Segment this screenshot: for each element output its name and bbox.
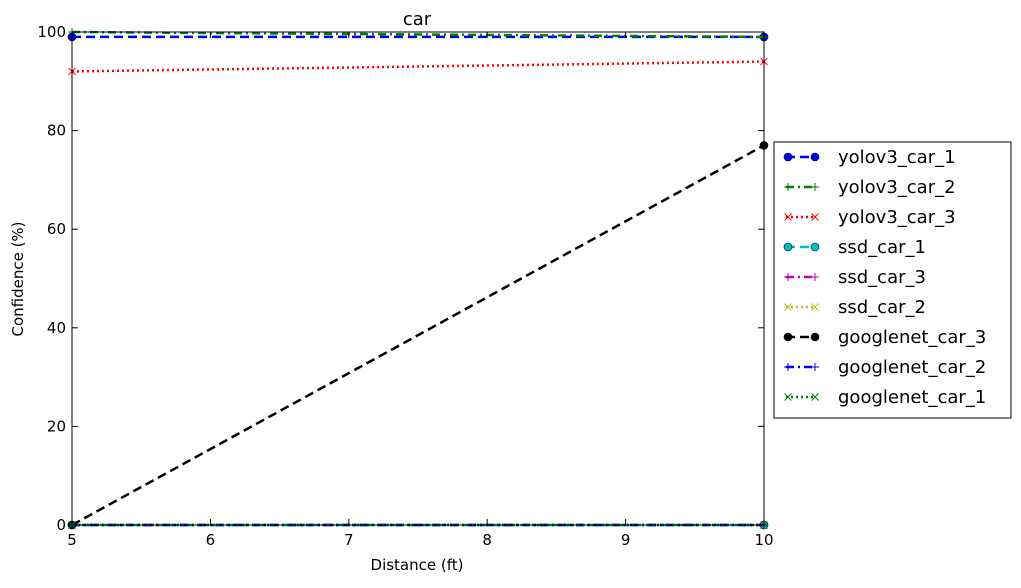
x-tick-label: 10 bbox=[754, 531, 773, 549]
legend-entry-ssd_car_3: ssd_car_3 bbox=[784, 267, 926, 288]
legend-entry-googlenet_car_3: googlenet_car_3 bbox=[783, 327, 986, 348]
y-tick-label: 40 bbox=[47, 319, 66, 337]
legend-entry-ssd_car_2: ssd_car_2 bbox=[784, 297, 926, 318]
legend-marker-end bbox=[811, 303, 819, 311]
legend-marker-start bbox=[784, 303, 792, 311]
legend-label: yolov3_car_2 bbox=[838, 177, 956, 198]
x-tick-label: 7 bbox=[344, 531, 354, 549]
legend-marker-start bbox=[784, 183, 792, 191]
y-tick-label: 60 bbox=[47, 220, 66, 238]
legend-marker-end bbox=[811, 393, 819, 401]
legend-label: yolov3_car_3 bbox=[838, 207, 956, 228]
legend-marker-end bbox=[810, 152, 820, 162]
legend-box bbox=[773, 141, 1012, 419]
legend-marker-start bbox=[783, 332, 793, 342]
legend-entry-yolov3_car_1: yolov3_car_1 bbox=[783, 147, 956, 168]
plot-frame bbox=[71, 31, 765, 526]
legend-marker-end bbox=[811, 363, 819, 371]
legend-entry-yolov3_car_2: yolov3_car_2 bbox=[784, 177, 956, 198]
y-tick-label: 0 bbox=[56, 516, 66, 534]
legend-label: yolov3_car_1 bbox=[838, 147, 956, 168]
legend-marker-end bbox=[811, 183, 819, 191]
y-tick-label: 80 bbox=[47, 122, 66, 140]
legend-marker-end bbox=[810, 332, 820, 342]
legend-entry-ssd_car_1: ssd_car_1 bbox=[783, 237, 926, 258]
legend-entry-googlenet_car_1: googlenet_car_1 bbox=[784, 387, 986, 408]
x-tick-label: 9 bbox=[621, 531, 631, 549]
legend-label: ssd_car_2 bbox=[838, 297, 926, 318]
legend-marker-start bbox=[784, 273, 792, 281]
x-tick-label: 8 bbox=[482, 531, 492, 549]
legend-entry-yolov3_car_3: yolov3_car_3 bbox=[784, 207, 956, 228]
legend-marker-start bbox=[783, 242, 793, 252]
legend-label: googlenet_car_1 bbox=[838, 387, 986, 408]
legend-entry-googlenet_car_2: googlenet_car_2 bbox=[784, 357, 986, 378]
x-tick-label: 6 bbox=[206, 531, 216, 549]
legend-label: ssd_car_1 bbox=[838, 237, 926, 258]
chart-title: car bbox=[403, 9, 432, 30]
y-axis-label: Confidence (%) bbox=[9, 221, 27, 336]
legend: yolov3_car_1 yolov3_car_2 yolov3_car_3 ssd_… bbox=[773, 141, 1012, 419]
y-tick-label: 100 bbox=[37, 23, 66, 41]
series-line-yolov3_car_3 bbox=[71, 60, 765, 73]
legend-label: googlenet_car_3 bbox=[838, 327, 986, 348]
series-line-googlenet_car_3 bbox=[71, 144, 765, 527]
legend-marker-end bbox=[810, 242, 820, 252]
legend-label: googlenet_car_2 bbox=[838, 357, 986, 378]
legend-marker-end bbox=[811, 273, 819, 281]
x-axis-label: Distance (ft) bbox=[371, 556, 464, 574]
legend-label: ssd_car_3 bbox=[838, 267, 926, 288]
series-line-yolov3_car_2 bbox=[71, 30, 765, 39]
y-tick-label: 20 bbox=[47, 417, 66, 435]
legend-marker-start bbox=[784, 393, 792, 401]
legend-marker-start bbox=[784, 363, 792, 371]
x-tick-label: 5 bbox=[67, 531, 77, 549]
legend-marker-start bbox=[783, 152, 793, 162]
legend-marker-end bbox=[811, 213, 819, 221]
legend-marker-start bbox=[784, 213, 792, 221]
